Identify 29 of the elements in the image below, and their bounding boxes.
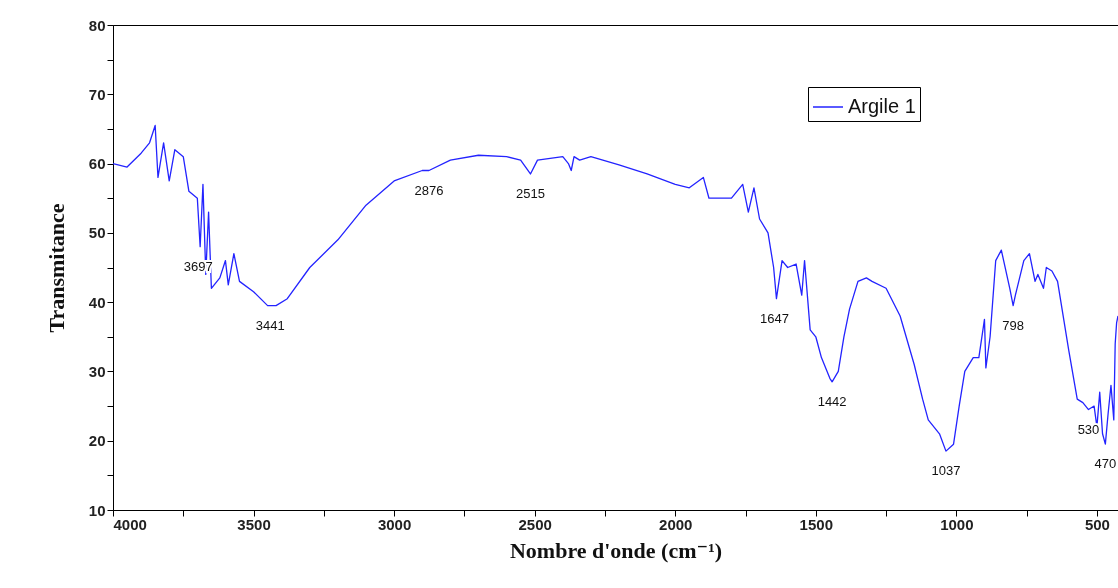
- y-axis-title: Transmitance: [43, 203, 69, 333]
- annotation: 470: [1094, 456, 1117, 472]
- y-tick-label: 70: [88, 85, 106, 103]
- annotation: 2515: [516, 185, 545, 201]
- x-tick-label: 1000: [940, 515, 974, 533]
- annotation: 1442: [817, 393, 847, 409]
- annotation: 530: [1077, 421, 1100, 437]
- x-tick-label: 3500: [237, 515, 271, 533]
- y-tick-label: 60: [88, 155, 106, 173]
- x-axis-title: Nombre d'onde (cm⁻¹): [509, 537, 723, 563]
- x-tick-label: 2000: [659, 515, 693, 533]
- annotation: 1037: [931, 463, 961, 479]
- x-tick-label: 2500: [518, 515, 552, 533]
- x-tick-label: 4000: [113, 515, 147, 533]
- legend-label: Argile 1: [848, 95, 916, 117]
- x-tick-label: 1500: [799, 515, 833, 533]
- y-tick-label: 80: [88, 16, 106, 34]
- annotation: 3441: [255, 317, 285, 333]
- y-tick-label: 50: [88, 224, 106, 242]
- y-tick-label: 10: [88, 501, 106, 519]
- y-tick-label: 40: [88, 293, 106, 311]
- annotation: 2876: [414, 182, 444, 198]
- y-tick-label: 20: [88, 432, 106, 450]
- annotation: 1647: [760, 310, 789, 326]
- x-tick-label: 3000: [377, 515, 412, 533]
- line-series: [113, 124, 1118, 452]
- annotation: 798: [1002, 317, 1024, 333]
- y-tick-label: 30: [88, 362, 106, 380]
- x-tick-label: 500: [1084, 515, 1110, 533]
